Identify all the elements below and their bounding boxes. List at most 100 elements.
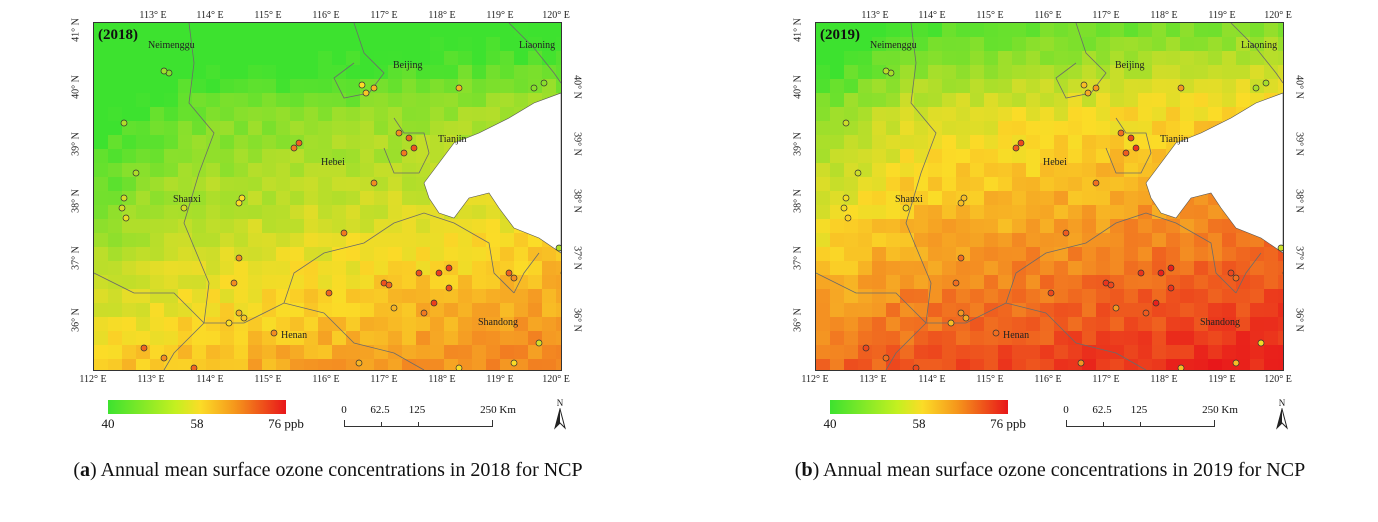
ozone-grid-cell [1026,233,1041,248]
monitoring-station-marker [1062,229,1070,237]
axis-tick-label: 36° N [792,308,804,332]
ozone-grid-cell [1278,303,1283,318]
ozone-grid-cell [1124,37,1139,52]
ozone-grid-cell [262,205,277,220]
color-legend-bar [830,400,1008,414]
monitoring-station-marker [1092,84,1100,92]
ozone-grid-cell [178,149,193,164]
ozone-grid-cell [1026,37,1041,52]
ozone-grid-cell [858,79,873,94]
ozone-grid-cell [304,289,319,304]
ozone-grid-cell [1012,219,1027,234]
ozone-grid-cell [1068,289,1083,304]
ozone-grid-cell [998,345,1013,360]
ozone-grid-cell [844,51,859,66]
ozone-grid-cell [816,247,831,262]
ozone-grid-cell [528,247,543,262]
ozone-grid-cell [318,233,333,248]
ozone-grid-cell [164,359,179,370]
ozone-grid-cell [914,93,929,108]
ozone-grid-cell [1208,79,1223,94]
monitoring-station-marker [445,264,453,272]
ozone-grid-cell [346,177,361,192]
ozone-grid-cell [1054,23,1069,38]
ozone-grid-cell [1124,303,1139,318]
axis-tick-label: 119° E [486,374,514,385]
ozone-grid-cell [858,163,873,178]
ozone-grid-cell [304,191,319,206]
ozone-grid-cell [998,135,1013,150]
axis-tick-label: 38° N [571,189,583,213]
ozone-grid-cell [108,219,123,234]
ozone-grid-cell [1040,51,1055,66]
ozone-grid-cell [858,191,873,206]
ozone-grid-cell [1040,275,1055,290]
ozone-grid-cell [374,205,389,220]
ozone-grid-cell [472,65,487,80]
ozone-grid-cell [192,317,207,332]
ozone-grid-cell [1082,317,1097,332]
ozone-grid-cell [472,275,487,290]
ozone-grid-cell [1040,37,1055,52]
ozone-grid-cell [304,121,319,136]
ozone-grid-cell [956,289,971,304]
ozone-grid-cell [886,37,901,52]
ozone-grid-cell [556,23,561,38]
ozone-grid-cell [1138,37,1153,52]
ozone-grid-cell [430,93,445,108]
ozone-grid-cell [318,65,333,80]
ozone-grid-cell [276,289,291,304]
ozone-grid-cell [248,303,263,318]
ozone-grid-cell [1110,93,1125,108]
ozone-grid-cell [1054,303,1069,318]
ozone-grid-cell [970,359,985,370]
ozone-grid-cell [1026,65,1041,80]
ozone-grid-cell [472,233,487,248]
ozone-grid-cell [900,359,915,370]
ozone-grid-cell [402,205,417,220]
ozone-grid-cell [1040,205,1055,220]
ozone-grid-cell [1278,51,1283,66]
province-boundary [885,23,937,370]
ozone-grid-cell [1082,275,1097,290]
ozone-grid-cell [458,23,473,38]
monitoring-station-marker [132,169,140,177]
ozone-grid-cell [164,219,179,234]
ozone-grid-cell [1264,289,1279,304]
ozone-grid-cell [304,135,319,150]
ozone-grid-cell [1250,261,1265,276]
ozone-grid-cell [1264,317,1279,332]
ozone-grid-cell [402,177,417,192]
axis-tick-label: 115° E [976,10,1004,21]
ozone-grid-cell [1208,233,1223,248]
ozone-grid-cell [1152,303,1167,318]
scale-bar [344,420,493,427]
ozone-grid-cell [318,121,333,136]
ozone-grid-cell [276,135,291,150]
ozone-grid-cell [1068,359,1083,370]
ozone-grid-cell [514,79,529,94]
ozone-grid-cell [858,177,873,192]
ozone-grid-cell [956,121,971,136]
ozone-grid-cell [1264,247,1279,262]
ozone-grid-cell [1152,135,1167,150]
ozone-grid-cell [486,37,501,52]
monitoring-station-marker [1262,79,1270,87]
ozone-grid-cell [1012,261,1027,276]
ozone-grid-cell [290,65,305,80]
ozone-grid-cell [830,303,845,318]
ozone-grid-cell [94,205,109,220]
ozone-grid-cell [1166,23,1181,38]
ozone-grid-cell [1138,359,1153,370]
ozone-grid-cell [234,345,249,360]
ozone-grid-cell [1180,261,1195,276]
ozone-grid-cell [816,65,831,80]
ozone-grid-cell [500,345,515,360]
ozone-grid-cell [1194,233,1209,248]
ozone-grid-cell [192,275,207,290]
ozone-grid-cell [928,51,943,66]
ozone-grid-cell [1110,261,1125,276]
ozone-grid-cell [374,359,389,370]
ozone-grid-cell [472,289,487,304]
ozone-grid-cell [998,233,1013,248]
